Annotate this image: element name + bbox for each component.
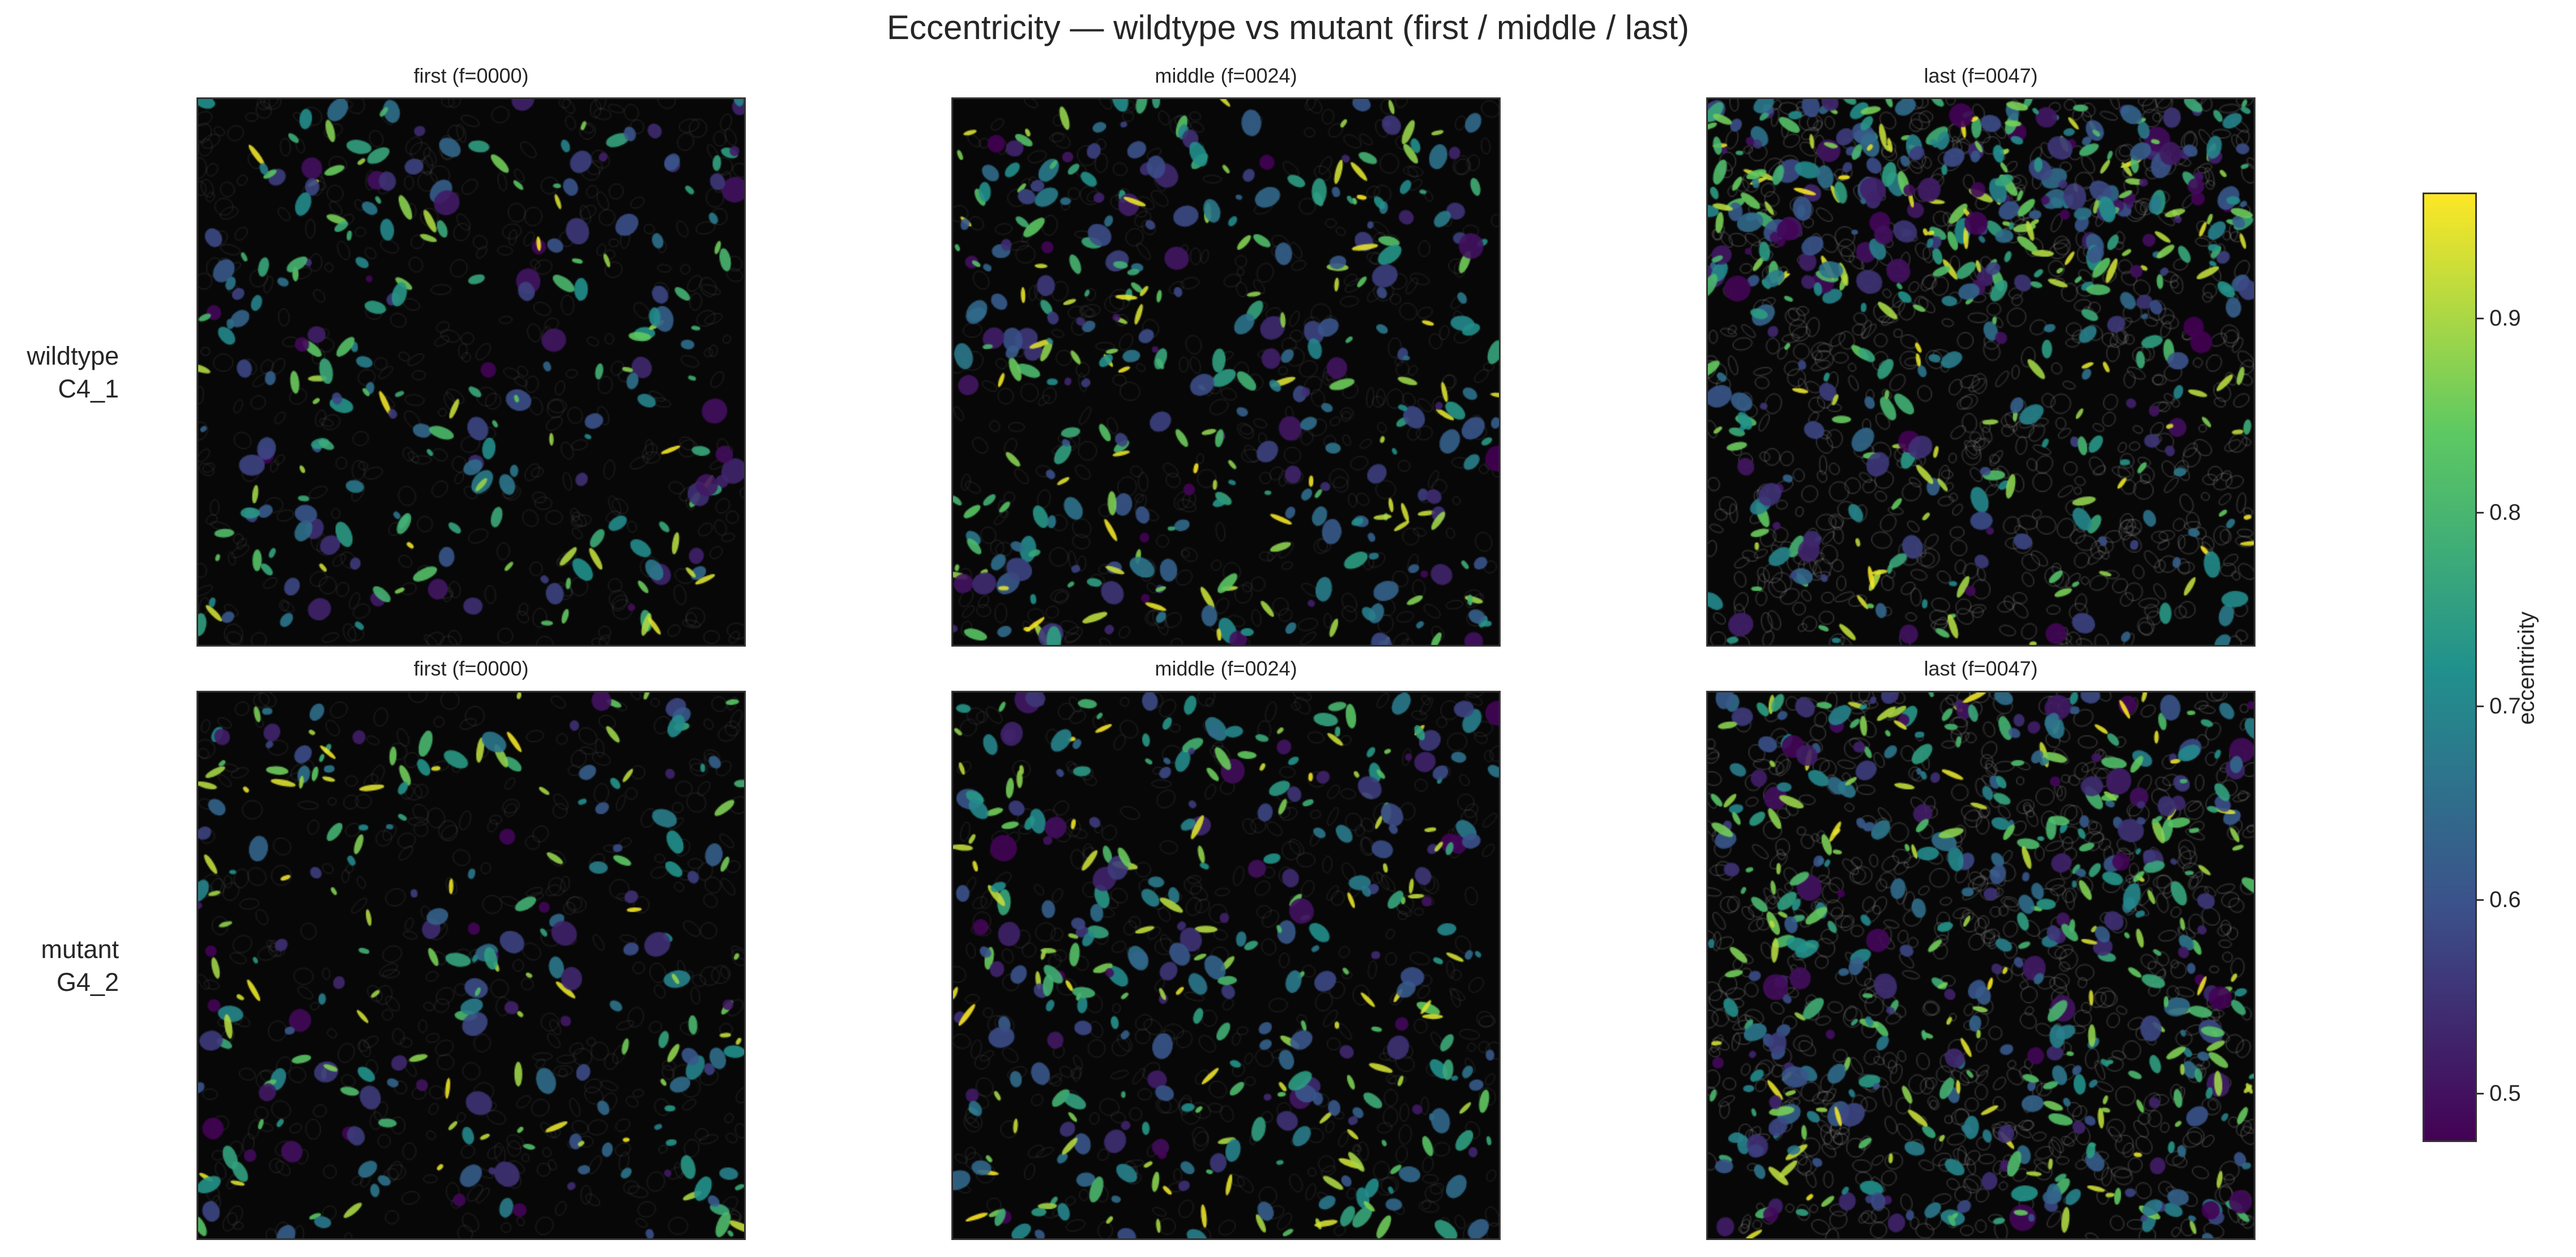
row-label-line2: C4_1 xyxy=(58,374,119,403)
row-label-line1: mutant xyxy=(41,935,119,964)
segmentation-image xyxy=(198,99,744,645)
panel-title-wildtype-last: last (f=0047) xyxy=(1924,64,2038,87)
panel-mutant-last xyxy=(1706,691,2255,1240)
colorbar-tick-label: 0.9 xyxy=(2489,306,2521,331)
segmentation-image xyxy=(953,692,1499,1238)
colorbar-tick-label: 0.6 xyxy=(2489,887,2521,913)
row-label-line1: wildtype xyxy=(27,341,119,370)
row-label-line2: G4_2 xyxy=(56,968,119,997)
colorbar-tick-label: 0.5 xyxy=(2489,1081,2521,1106)
panel-wildtype-last xyxy=(1706,97,2255,647)
colorbar-tick xyxy=(2477,511,2484,514)
segmentation-image xyxy=(1708,692,2254,1238)
segmentation-image xyxy=(198,692,744,1238)
colorbar-label: eccentricity xyxy=(2514,611,2539,725)
panel-title-wildtype-first: first (f=0000) xyxy=(413,64,529,87)
row-label-wildtype: wildtype C4_1 xyxy=(0,340,119,405)
panel-title-mutant-first: first (f=0000) xyxy=(413,657,529,680)
colorbar-tick xyxy=(2477,899,2484,901)
colorbar-tick xyxy=(2477,318,2484,320)
panel-wildtype-first xyxy=(196,97,746,647)
colorbar-tick xyxy=(2477,705,2484,707)
segmentation-image xyxy=(953,99,1499,645)
panel-mutant-first xyxy=(196,691,746,1240)
colorbar-tick xyxy=(2477,1093,2484,1095)
row-label-mutant: mutant G4_2 xyxy=(0,933,119,999)
segmentation-image xyxy=(1708,99,2254,645)
figure-title: Eccentricity — wildtype vs mutant (first… xyxy=(886,8,1690,46)
colorbar xyxy=(2423,193,2477,1142)
panel-wildtype-middle xyxy=(951,97,1501,647)
panel-title-mutant-last: last (f=0047) xyxy=(1924,657,2038,680)
colorbar-tick-label: 0.7 xyxy=(2489,693,2521,719)
panel-mutant-middle xyxy=(951,691,1501,1240)
colorbar-tick-label: 0.8 xyxy=(2489,499,2521,525)
panel-title-wildtype-middle: middle (f=0024) xyxy=(1155,64,1297,87)
panel-title-mutant-middle: middle (f=0024) xyxy=(1155,657,1297,680)
